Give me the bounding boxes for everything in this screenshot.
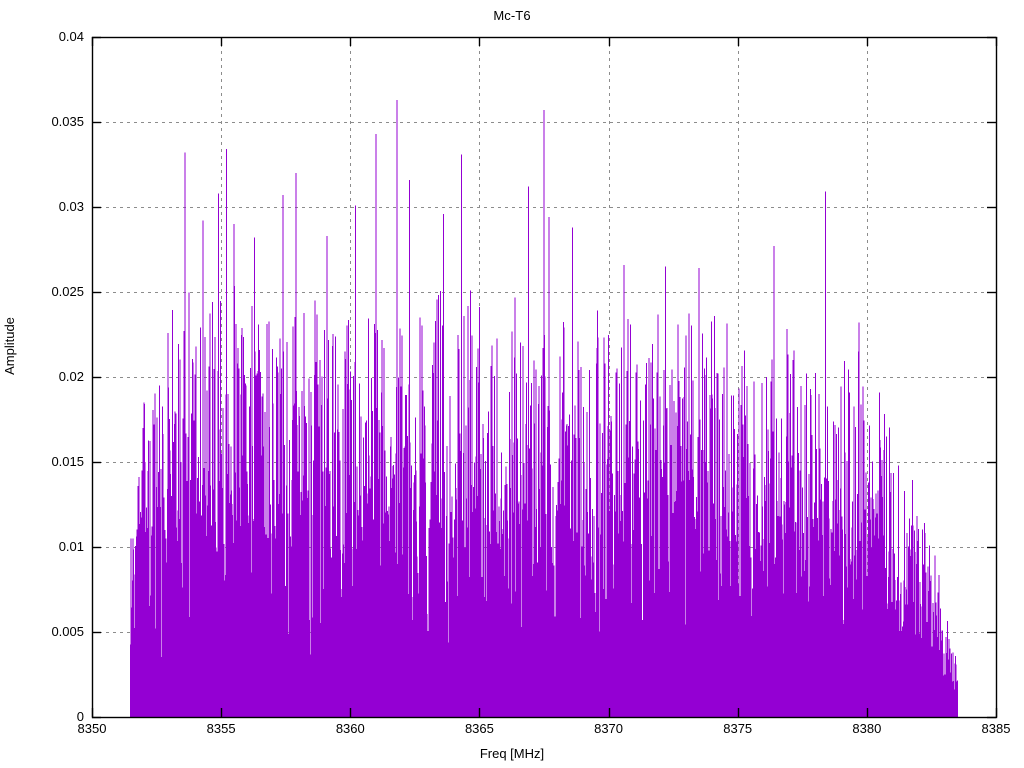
y-tick-label: 0.04 bbox=[58, 29, 84, 44]
y-tick-label: 0.01 bbox=[58, 539, 84, 554]
x-axis-label: Freq [MHz] bbox=[479, 746, 545, 761]
spectrum-series bbox=[129, 99, 959, 717]
x-tick-label: 8380 bbox=[852, 721, 882, 736]
y-tick-label: 0.025 bbox=[51, 284, 84, 299]
x-tick-label: 8365 bbox=[464, 721, 494, 736]
x-tick-label: 8385 bbox=[981, 721, 1011, 736]
y-tick-label: 0 bbox=[76, 709, 84, 724]
gridlines bbox=[92, 37, 996, 717]
spectrum-impulses bbox=[129, 99, 959, 717]
y-tick-label: 0.02 bbox=[58, 369, 84, 384]
y-tick-label: 0.035 bbox=[51, 114, 84, 129]
x-tick-label: 8360 bbox=[335, 721, 365, 736]
y-tick-label: 0.03 bbox=[58, 199, 84, 214]
x-tick-label: 8355 bbox=[206, 721, 236, 736]
y-tick-label: 0.005 bbox=[51, 624, 84, 639]
axis-ticks bbox=[91, 36, 998, 719]
chart-title: Mc-T6 bbox=[493, 8, 531, 23]
y-tick-label: 0.015 bbox=[51, 454, 84, 469]
x-tick-label: 8370 bbox=[594, 721, 624, 736]
x-tick-label: 8375 bbox=[723, 721, 753, 736]
x-tick-label: 8350 bbox=[77, 721, 107, 736]
